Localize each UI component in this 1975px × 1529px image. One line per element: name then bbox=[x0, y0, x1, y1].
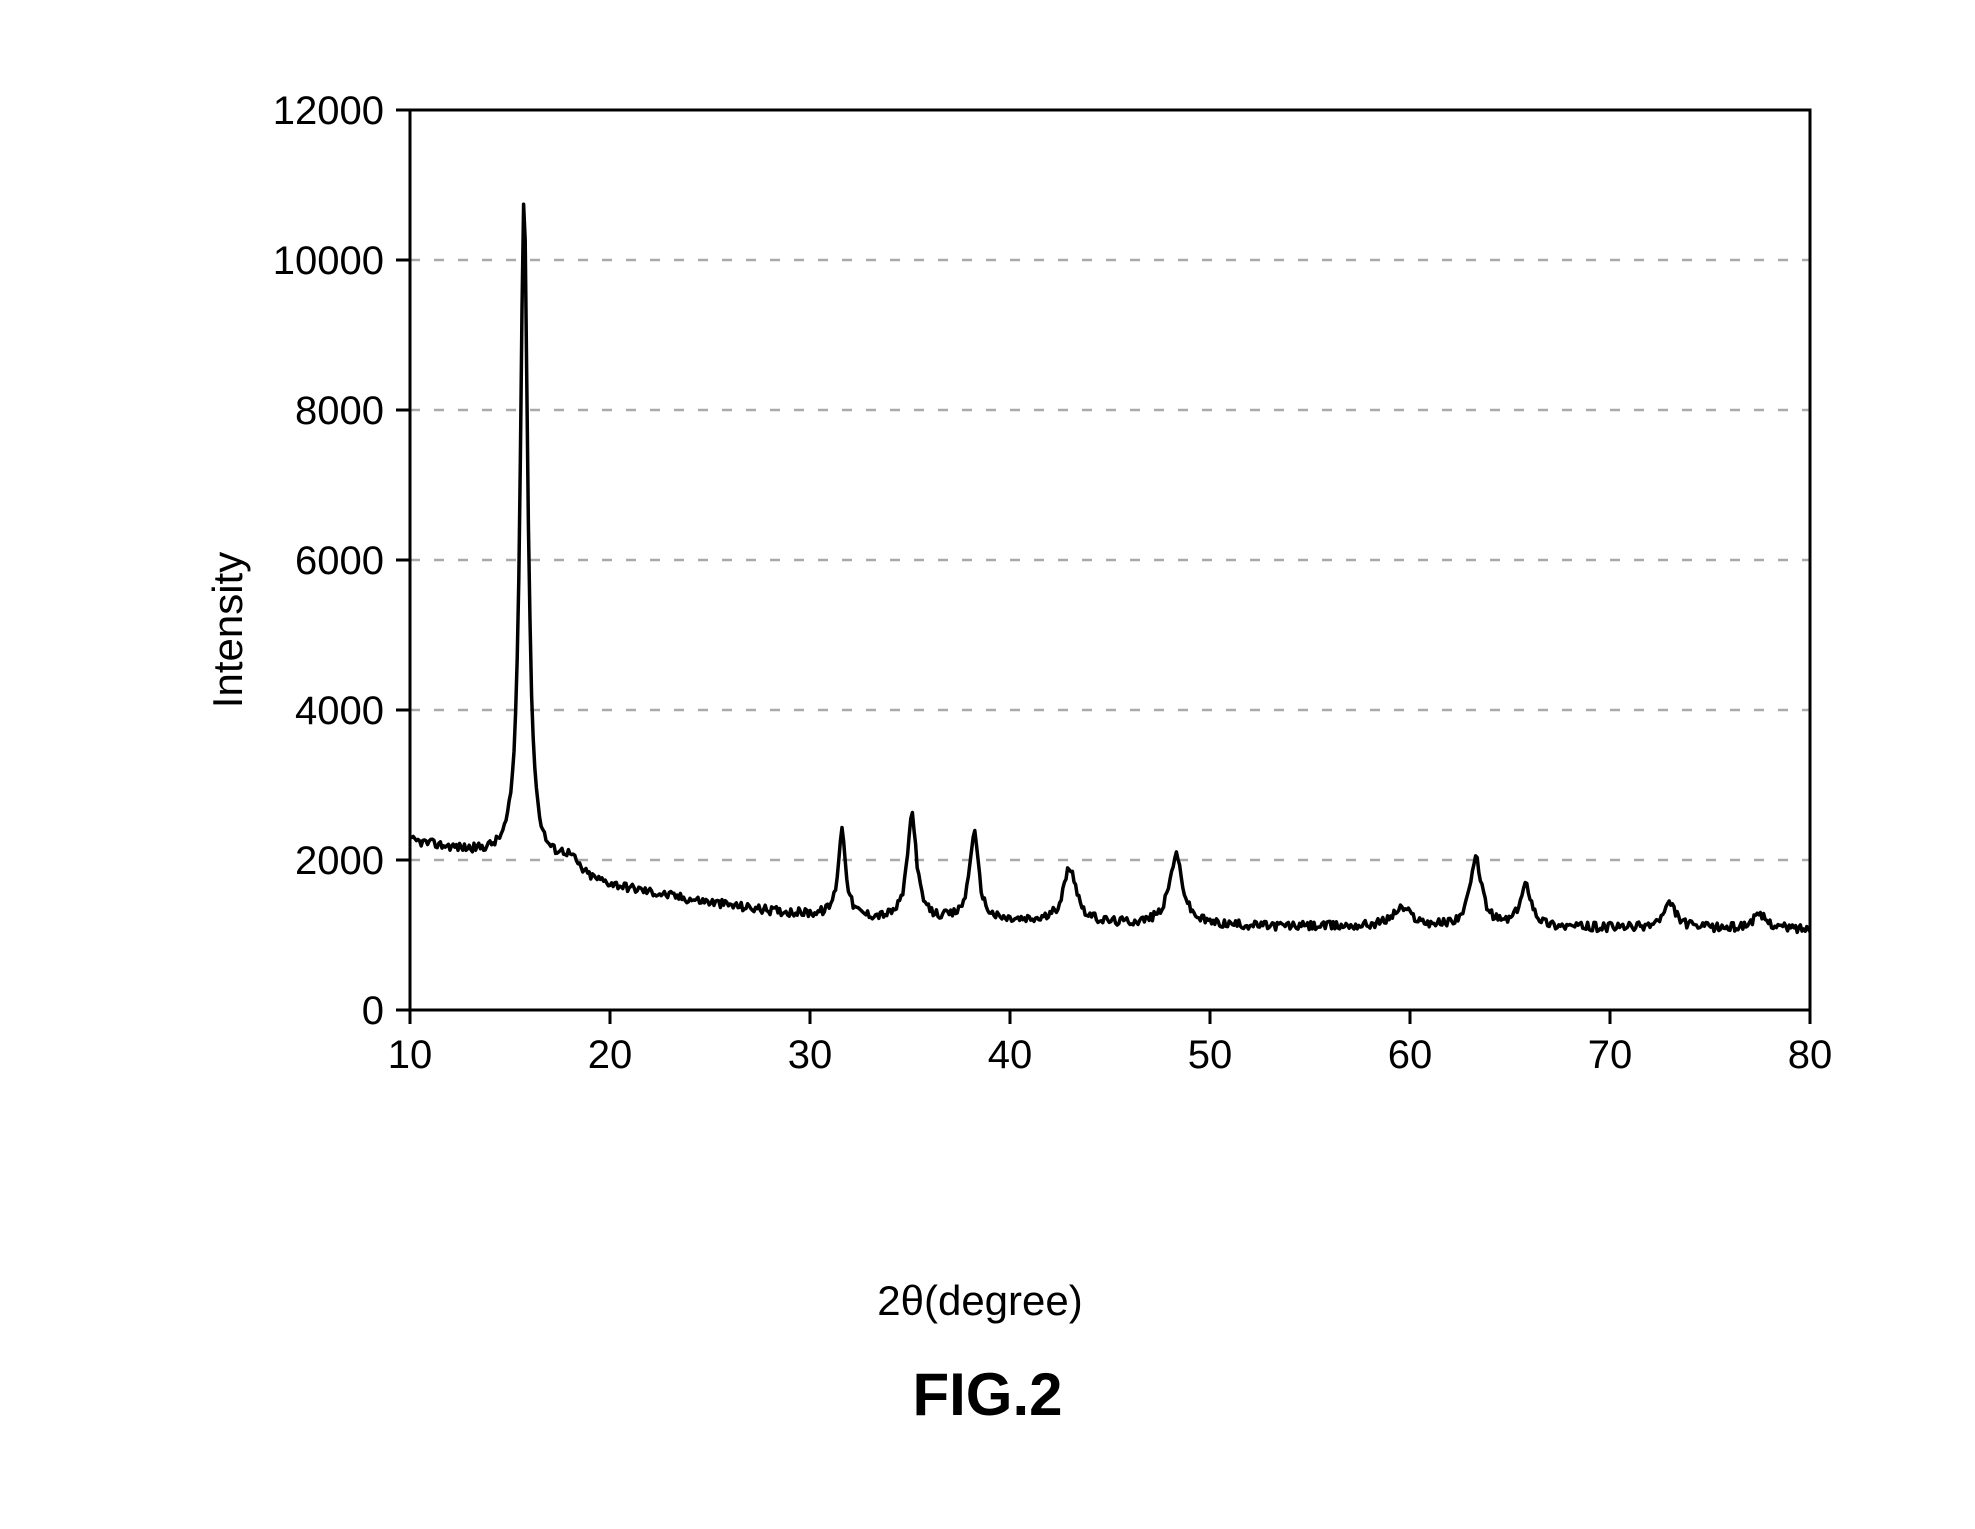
svg-text:2000: 2000 bbox=[295, 839, 384, 883]
svg-text:10: 10 bbox=[388, 1033, 433, 1077]
figure-caption: FIG.2 bbox=[0, 1360, 1975, 1429]
svg-text:70: 70 bbox=[1588, 1033, 1633, 1077]
svg-text:10000: 10000 bbox=[273, 239, 384, 283]
xrd-chart: 10 20 30 40 50 60 70 80 0 2000 4000 6000 8000 10000 12… bbox=[110, 90, 1850, 1170]
svg-text:4000: 4000 bbox=[295, 689, 384, 733]
page: Intensity 10 20 30 40 50 60 70 80 0 2000 4000 6000 8… bbox=[0, 0, 1975, 1529]
svg-text:6000: 6000 bbox=[295, 539, 384, 583]
svg-text:8000: 8000 bbox=[295, 389, 384, 433]
svg-text:20: 20 bbox=[588, 1033, 633, 1077]
chart-container: Intensity 10 20 30 40 50 60 70 80 0 2000 4000 6000 8… bbox=[110, 90, 1850, 1170]
x-axis-label: 2θ(degree) bbox=[110, 1277, 1850, 1325]
svg-text:12000: 12000 bbox=[273, 90, 384, 133]
svg-text:50: 50 bbox=[1188, 1033, 1233, 1077]
svg-text:30: 30 bbox=[788, 1033, 833, 1077]
svg-text:0: 0 bbox=[362, 989, 384, 1033]
svg-text:40: 40 bbox=[988, 1033, 1033, 1077]
svg-text:80: 80 bbox=[1788, 1033, 1833, 1077]
svg-text:60: 60 bbox=[1388, 1033, 1433, 1077]
y-axis-label: Intensity bbox=[204, 552, 252, 708]
